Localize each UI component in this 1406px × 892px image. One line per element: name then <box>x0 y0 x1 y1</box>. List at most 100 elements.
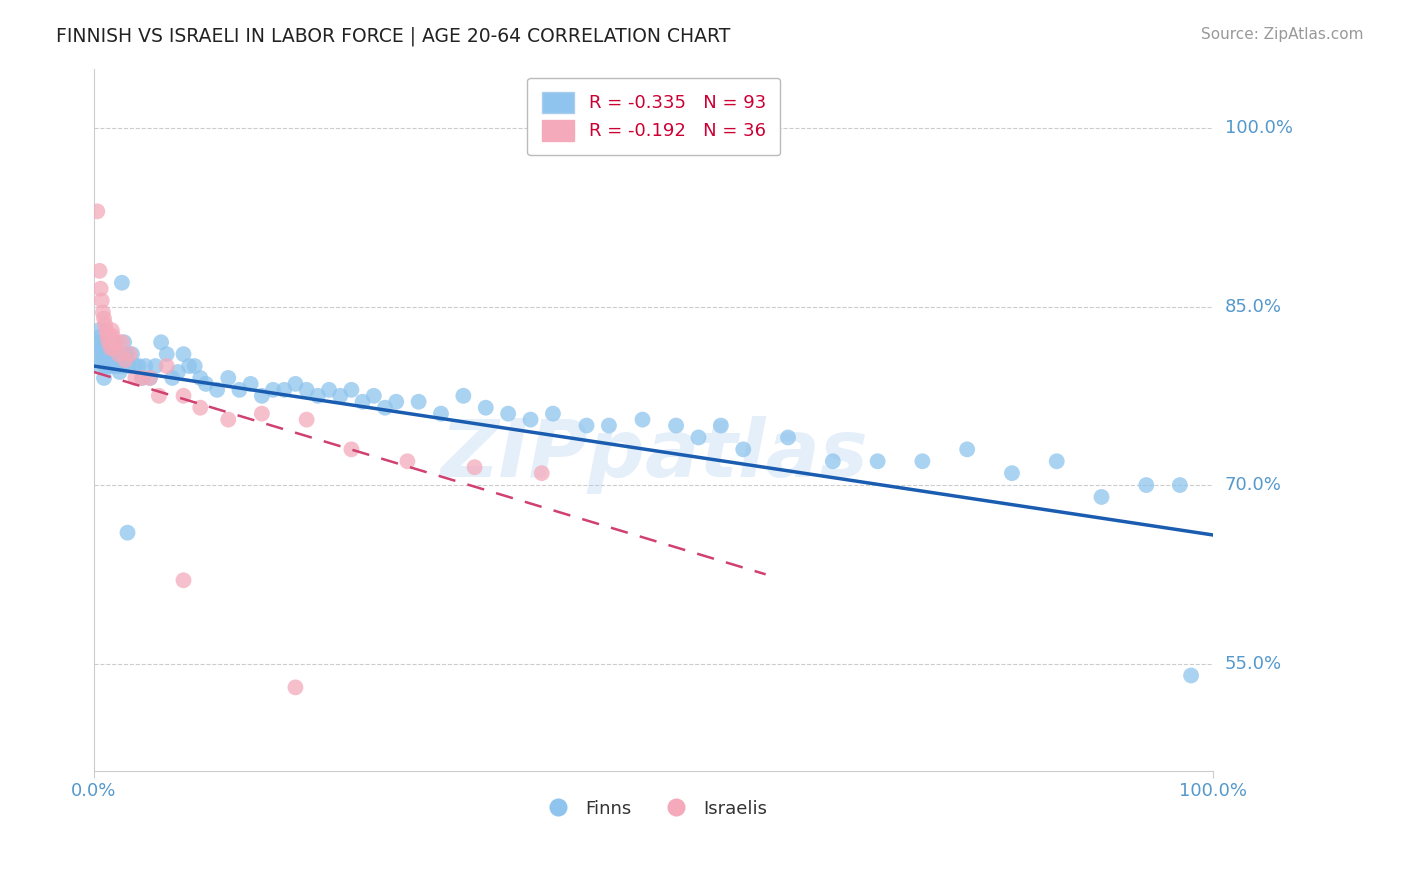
Point <box>352 394 374 409</box>
Point <box>519 412 541 426</box>
Point <box>541 407 564 421</box>
Point <box>1090 490 1112 504</box>
Point <box>1046 454 1069 468</box>
Point <box>103 335 125 350</box>
Text: 100.0%: 100.0% <box>1225 119 1292 137</box>
Point <box>111 359 134 373</box>
Point <box>173 347 195 361</box>
Point <box>93 311 115 326</box>
Point <box>262 383 284 397</box>
Point <box>115 347 138 361</box>
Point <box>363 389 385 403</box>
Point <box>1168 478 1191 492</box>
Legend: Finns, Israelis: Finns, Israelis <box>533 792 775 825</box>
Point <box>98 329 121 343</box>
Point <box>131 371 153 385</box>
Point <box>94 318 117 332</box>
Point <box>139 371 162 385</box>
Point <box>295 412 318 426</box>
Point <box>188 371 211 385</box>
Point <box>156 359 179 373</box>
Point <box>93 341 115 355</box>
Point <box>91 305 114 319</box>
Point <box>134 359 156 373</box>
Point <box>96 323 118 337</box>
Point <box>148 389 170 403</box>
Point <box>188 401 211 415</box>
Point <box>97 347 120 361</box>
Point <box>340 383 363 397</box>
Point <box>90 359 112 373</box>
Point <box>194 376 217 391</box>
Point <box>250 407 273 421</box>
Point <box>105 347 128 361</box>
Point <box>710 418 733 433</box>
Point <box>90 293 112 308</box>
Point <box>121 347 143 361</box>
Point <box>340 442 363 457</box>
Point <box>228 383 250 397</box>
Point <box>112 335 135 350</box>
Point <box>104 359 127 373</box>
Point <box>318 383 340 397</box>
Point <box>329 389 352 403</box>
Point <box>733 442 755 457</box>
Point <box>96 341 118 355</box>
Text: ZIPpatlas: ZIPpatlas <box>440 416 868 493</box>
Point <box>496 407 519 421</box>
Point <box>89 264 111 278</box>
Point <box>273 383 295 397</box>
Text: Source: ZipAtlas.com: Source: ZipAtlas.com <box>1201 27 1364 42</box>
Point <box>96 335 118 350</box>
Point <box>183 359 205 373</box>
Point <box>598 418 620 433</box>
Point <box>150 335 173 350</box>
Point <box>156 347 179 361</box>
Point <box>105 335 128 350</box>
Point <box>90 282 112 296</box>
Point <box>396 454 419 468</box>
Point <box>307 389 329 403</box>
Point <box>145 359 167 373</box>
Point <box>177 359 200 373</box>
Point <box>124 371 146 385</box>
Point <box>205 383 228 397</box>
Point <box>250 389 273 403</box>
Point <box>866 454 889 468</box>
Point <box>217 371 239 385</box>
Point <box>1001 466 1024 480</box>
Point <box>90 353 112 368</box>
Point <box>284 681 307 695</box>
Point <box>90 341 112 355</box>
Point <box>374 401 396 415</box>
Point <box>575 418 598 433</box>
Text: 70.0%: 70.0% <box>1225 476 1281 494</box>
Point <box>94 359 117 373</box>
Point <box>167 365 190 379</box>
Point <box>94 341 117 355</box>
Point <box>98 341 121 355</box>
Point <box>665 418 688 433</box>
Text: FINNISH VS ISRAELI IN LABOR FORCE | AGE 20-64 CORRELATION CHART: FINNISH VS ISRAELI IN LABOR FORCE | AGE … <box>56 27 731 46</box>
Point <box>101 359 124 373</box>
Point <box>107 353 129 368</box>
Point <box>453 389 475 403</box>
Point <box>108 365 131 379</box>
Point <box>97 359 120 373</box>
Point <box>821 454 844 468</box>
Point <box>111 276 134 290</box>
Point <box>284 376 307 391</box>
Point <box>111 335 134 350</box>
Point <box>776 430 799 444</box>
Point <box>688 430 710 444</box>
Point <box>631 412 654 426</box>
Point <box>101 323 124 337</box>
Point <box>464 460 486 475</box>
Point <box>114 353 136 368</box>
Point <box>100 347 122 361</box>
Point <box>117 525 139 540</box>
Point <box>93 371 115 385</box>
Point <box>239 376 262 391</box>
Point <box>162 371 184 385</box>
Point <box>530 466 553 480</box>
